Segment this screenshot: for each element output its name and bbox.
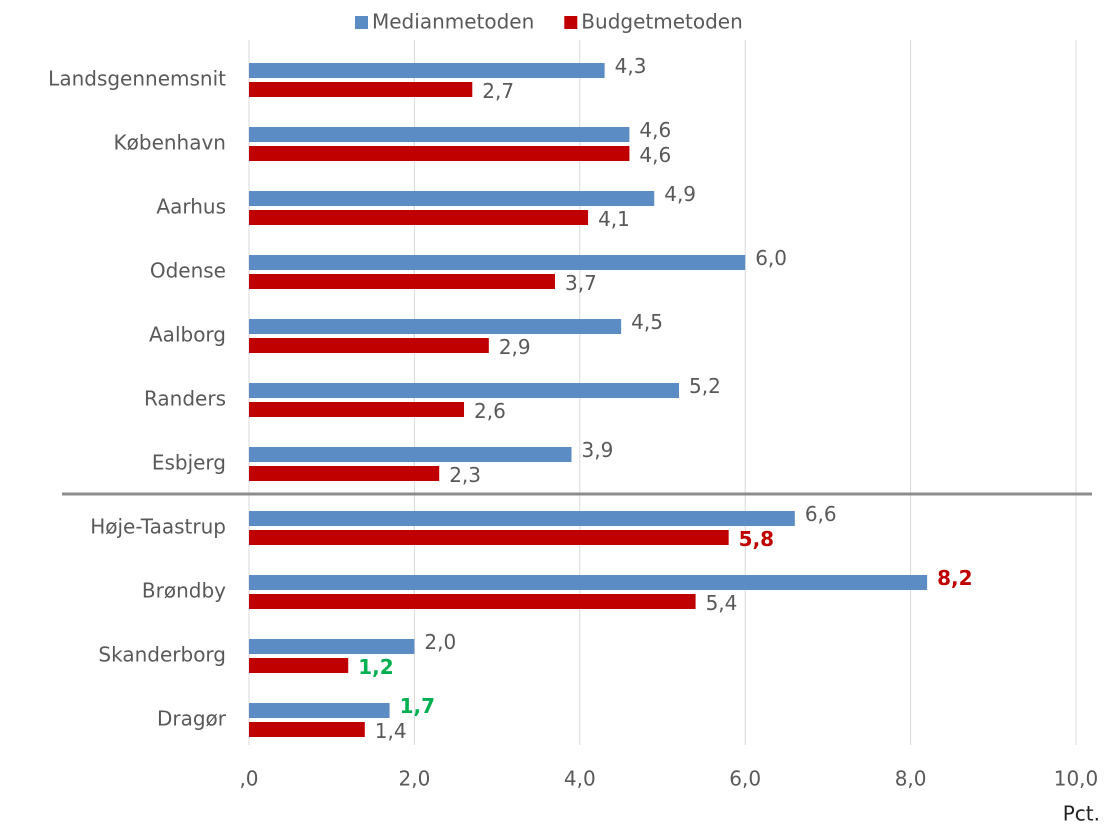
y-tick-label: Dragør bbox=[157, 707, 227, 731]
y-tick-label: Brøndby bbox=[142, 579, 226, 603]
bar bbox=[249, 191, 655, 206]
bar bbox=[249, 447, 572, 462]
data-label: 3,9 bbox=[582, 438, 614, 462]
x-tick-label: 10,0 bbox=[1054, 767, 1099, 791]
data-label: 2,7 bbox=[482, 79, 514, 103]
y-tick-label: Esbjerg bbox=[152, 451, 226, 475]
data-label: 8,2 bbox=[937, 566, 972, 590]
legend-swatch bbox=[355, 16, 368, 29]
data-label: 1,4 bbox=[375, 719, 407, 743]
bar bbox=[249, 319, 622, 334]
bar bbox=[249, 466, 440, 481]
data-label: 5,8 bbox=[739, 527, 774, 551]
data-label: 4,6 bbox=[639, 118, 671, 142]
bar bbox=[249, 127, 630, 142]
bar bbox=[249, 63, 605, 78]
bar bbox=[249, 594, 696, 609]
bar bbox=[249, 255, 746, 270]
bar bbox=[249, 658, 349, 673]
y-tick-label: København bbox=[114, 131, 226, 155]
y-tick-label: Randers bbox=[144, 387, 226, 411]
x-tick-label: 2,0 bbox=[398, 767, 430, 791]
data-label: 4,1 bbox=[598, 207, 630, 231]
data-label: 4,5 bbox=[631, 310, 663, 334]
bar bbox=[249, 146, 630, 161]
data-label: 4,6 bbox=[639, 143, 671, 167]
y-tick-label: Odense bbox=[150, 259, 226, 283]
bar bbox=[249, 703, 390, 718]
bar bbox=[249, 82, 473, 97]
y-tick-label: Aalborg bbox=[149, 323, 226, 347]
y-tick-label: Høje-Taastrup bbox=[90, 515, 226, 539]
bar bbox=[249, 383, 680, 398]
x-axis-label: Pct. bbox=[1063, 802, 1100, 824]
data-label: 2,6 bbox=[474, 399, 506, 423]
data-label: 2,0 bbox=[424, 630, 456, 654]
data-label: 1,7 bbox=[400, 694, 435, 718]
data-label: 4,3 bbox=[615, 54, 647, 78]
data-label: 5,2 bbox=[689, 374, 721, 398]
y-tick-label: Aarhus bbox=[156, 195, 226, 219]
legend-label: Budgetmetoden bbox=[581, 10, 742, 34]
bar bbox=[249, 511, 795, 526]
data-label: 1,2 bbox=[358, 655, 393, 679]
data-label: 3,7 bbox=[565, 271, 597, 295]
bar bbox=[249, 530, 729, 545]
data-label: 2,3 bbox=[449, 463, 481, 487]
bar bbox=[249, 338, 489, 353]
x-tick-label: 8,0 bbox=[895, 767, 927, 791]
bar bbox=[249, 402, 465, 417]
bar bbox=[249, 274, 555, 289]
data-label: 5,4 bbox=[706, 591, 738, 615]
x-tick-label: 6,0 bbox=[729, 767, 761, 791]
data-label: 2,9 bbox=[499, 335, 531, 359]
bar bbox=[249, 210, 589, 225]
bar bbox=[249, 722, 365, 737]
legend-label: Medianmetoden bbox=[372, 10, 534, 34]
data-label: 6,0 bbox=[755, 246, 787, 270]
x-tick-label: ,0 bbox=[239, 767, 258, 791]
y-tick-label: Skanderborg bbox=[98, 643, 226, 667]
data-label: 4,9 bbox=[664, 182, 696, 206]
y-tick-label: Landsgennemsnit bbox=[48, 67, 226, 91]
x-tick-label: 4,0 bbox=[564, 767, 596, 791]
bar bbox=[249, 639, 415, 654]
legend-swatch bbox=[564, 16, 578, 29]
bar bbox=[249, 575, 928, 590]
data-label: 6,6 bbox=[805, 502, 837, 526]
